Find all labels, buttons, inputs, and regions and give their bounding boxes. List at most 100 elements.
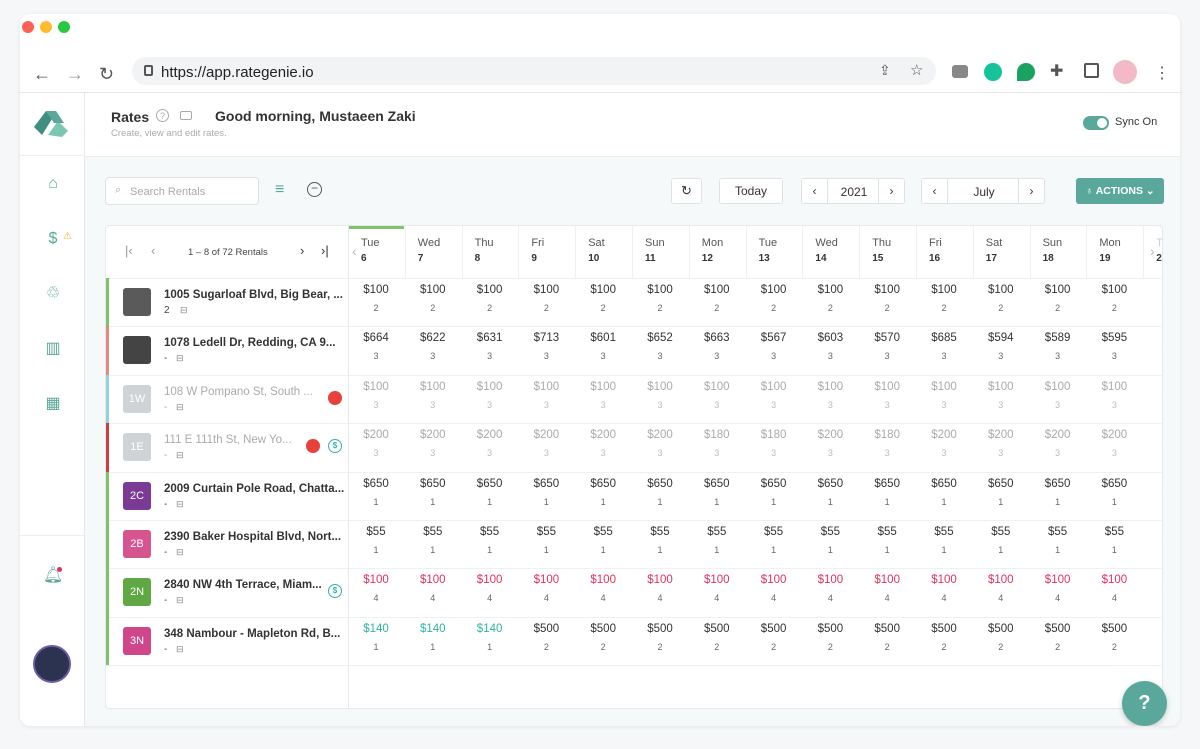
extension-leaf-icon[interactable] bbox=[1017, 63, 1035, 81]
prev-page-icon[interactable]: ‹ bbox=[151, 243, 156, 258]
rate-cell[interactable]: $595 3 bbox=[1086, 332, 1142, 361]
rate-cell[interactable]: $100 2 bbox=[859, 284, 915, 313]
rate-cell[interactable]: $100 2 bbox=[632, 284, 688, 313]
rate-cell[interactable]: $200 3 bbox=[575, 429, 631, 458]
rate-cell[interactable]: $100 4 bbox=[916, 574, 972, 603]
rate-cell[interactable]: $55 1 bbox=[1030, 526, 1086, 555]
rate-cell[interactable]: $650 1 bbox=[575, 478, 631, 507]
rental-row[interactable]: 2B 2390 Baker Hospital Blvd, Nort... - ⊟ bbox=[106, 520, 348, 569]
rate-cell[interactable]: $200 3 bbox=[348, 429, 404, 458]
buildings-nav-icon[interactable]: ▥ bbox=[45, 340, 61, 357]
rate-cell[interactable]: $570 3 bbox=[859, 332, 915, 361]
rate-cell[interactable]: $200 3 bbox=[802, 429, 858, 458]
rate-cell[interactable]: $100 3 bbox=[518, 381, 574, 410]
rate-cell[interactable]: $650 1 bbox=[518, 478, 574, 507]
rate-cell[interactable]: $100 3 bbox=[348, 381, 404, 410]
rental-row[interactable]: 1E 111 E 111th St, New Yo... - ⊟ $ bbox=[106, 423, 348, 472]
rate-cell[interactable]: $100 4 bbox=[746, 574, 802, 603]
rate-cell[interactable]: $200 3 bbox=[405, 429, 461, 458]
rate-cell[interactable]: $603 3 bbox=[802, 332, 858, 361]
help-circle-icon[interactable]: ? bbox=[156, 109, 169, 122]
rate-cell[interactable]: $100 2 bbox=[405, 284, 461, 313]
rate-cell[interactable]: $55 1 bbox=[462, 526, 518, 555]
rate-cell[interactable]: $500 2 bbox=[1086, 623, 1142, 652]
rate-cell[interactable]: $100 3 bbox=[1086, 381, 1142, 410]
rate-cell[interactable]: $200 3 bbox=[462, 429, 518, 458]
rental-row[interactable]: 3N 348 Nambour - Mapleton Rd, B... - ⊟ bbox=[106, 616, 348, 666]
grammarly-icon[interactable] bbox=[984, 63, 1002, 81]
rate-cell[interactable]: $500 2 bbox=[746, 623, 802, 652]
rental-row[interactable]: 2C 2009 Curtain Pole Road, Chatta... - ⊟ bbox=[106, 471, 348, 520]
rate-cell[interactable]: $100 4 bbox=[405, 574, 461, 603]
rate-cell[interactable]: $601 3 bbox=[575, 332, 631, 361]
rate-cell[interactable]: $200 3 bbox=[632, 429, 688, 458]
rental-row[interactable]: 1005 Sugarloaf Blvd, Big Bear, ... 2 ⊟ bbox=[106, 278, 348, 327]
search-input[interactable]: ⌕ Search Rentals bbox=[105, 177, 259, 205]
rate-cell[interactable]: $500 2 bbox=[802, 623, 858, 652]
rate-cell[interactable]: $100 4 bbox=[689, 574, 745, 603]
rate-cell[interactable]: $100 3 bbox=[632, 381, 688, 410]
puzzle-icon[interactable]: ✚ bbox=[1050, 63, 1064, 80]
rate-cell[interactable]: $567 3 bbox=[746, 332, 802, 361]
rate-cell[interactable]: $200 3 bbox=[1086, 429, 1142, 458]
minimize-window-dot[interactable] bbox=[40, 21, 52, 33]
last-page-icon[interactable]: ›| bbox=[321, 243, 329, 258]
rate-cell[interactable]: $180 3 bbox=[689, 429, 745, 458]
rate-cell[interactable]: $100 4 bbox=[859, 574, 915, 603]
rental-row[interactable]: 1078 Ledell Dr, Redding, CA 9... - ⊟ bbox=[106, 326, 348, 375]
next-month-button[interactable]: › bbox=[1018, 179, 1044, 203]
rate-cell[interactable]: $650 1 bbox=[802, 478, 858, 507]
reload-icon[interactable]: ↻ bbox=[99, 64, 115, 84]
rate-cell[interactable]: $500 2 bbox=[859, 623, 915, 652]
rate-cell[interactable]: $200 3 bbox=[518, 429, 574, 458]
maximize-window-dot[interactable] bbox=[58, 21, 70, 33]
rate-cell[interactable]: $652 3 bbox=[632, 332, 688, 361]
help-button[interactable]: ? bbox=[1122, 681, 1167, 726]
scroll-right-icon[interactable]: › bbox=[1150, 243, 1155, 259]
rate-cell[interactable]: $100 2 bbox=[575, 284, 631, 313]
rate-cell[interactable]: $140 1 bbox=[405, 623, 461, 652]
refresh-button[interactable]: ↻ bbox=[671, 178, 702, 204]
rate-cell[interactable]: $200 3 bbox=[916, 429, 972, 458]
rate-cell[interactable]: $650 1 bbox=[1030, 478, 1086, 507]
rental-row[interactable]: 1W 108 W Pompano St, South ... - ⊟ bbox=[106, 374, 348, 424]
rate-cell[interactable]: $100 2 bbox=[518, 284, 574, 313]
rate-cell[interactable]: $100 4 bbox=[462, 574, 518, 603]
rate-cell[interactable]: $100 3 bbox=[689, 381, 745, 410]
video-icon[interactable] bbox=[180, 111, 192, 120]
recycle-nav-icon[interactable]: ♲ bbox=[45, 285, 61, 302]
rate-cell[interactable]: $100 3 bbox=[802, 381, 858, 410]
rate-cell[interactable]: $55 1 bbox=[405, 526, 461, 555]
back-icon[interactable]: ← bbox=[33, 64, 51, 84]
rate-cell[interactable]: $100 3 bbox=[462, 381, 518, 410]
minus-circle-icon[interactable]: − bbox=[307, 182, 322, 197]
rate-cell[interactable]: $55 1 bbox=[859, 526, 915, 555]
rate-cell[interactable]: $500 2 bbox=[518, 623, 574, 652]
rate-cell[interactable]: $55 1 bbox=[689, 526, 745, 555]
rate-cell[interactable]: $100 3 bbox=[859, 381, 915, 410]
forward-icon[interactable]: → bbox=[66, 64, 84, 84]
rate-cell[interactable]: $200 3 bbox=[1030, 429, 1086, 458]
rate-cell[interactable]: $713 3 bbox=[518, 332, 574, 361]
rate-cell[interactable]: $100 4 bbox=[518, 574, 574, 603]
bookmark-star-icon[interactable]: ☆ bbox=[910, 62, 924, 79]
rate-cell[interactable]: $589 3 bbox=[1030, 332, 1086, 361]
puzzle-nav-icon[interactable]: ▦ bbox=[45, 395, 61, 412]
rate-cell[interactable]: $500 2 bbox=[973, 623, 1029, 652]
rate-cell[interactable]: $100 2 bbox=[802, 284, 858, 313]
rate-cell[interactable]: $100 2 bbox=[973, 284, 1029, 313]
next-page-icon[interactable]: › bbox=[300, 243, 305, 258]
rate-cell[interactable]: $650 1 bbox=[916, 478, 972, 507]
sidebar-panel-icon[interactable] bbox=[1084, 63, 1099, 78]
rate-cell[interactable]: $100 3 bbox=[575, 381, 631, 410]
next-year-button[interactable]: › bbox=[878, 179, 904, 203]
rental-row[interactable]: 2N 2840 NW 4th Terrace, Miam... - ⊟ $ bbox=[106, 568, 348, 617]
rate-cell[interactable]: $55 1 bbox=[916, 526, 972, 555]
rate-cell[interactable]: $650 1 bbox=[973, 478, 1029, 507]
rate-cell[interactable]: $594 3 bbox=[973, 332, 1029, 361]
rate-cell[interactable]: $55 1 bbox=[348, 526, 404, 555]
prev-month-button[interactable]: ‹ bbox=[922, 179, 948, 203]
actions-button[interactable]: ♁ ACTIONS ⌄ bbox=[1076, 178, 1164, 204]
rate-cell[interactable]: $55 1 bbox=[973, 526, 1029, 555]
close-window-dot[interactable] bbox=[22, 21, 34, 33]
